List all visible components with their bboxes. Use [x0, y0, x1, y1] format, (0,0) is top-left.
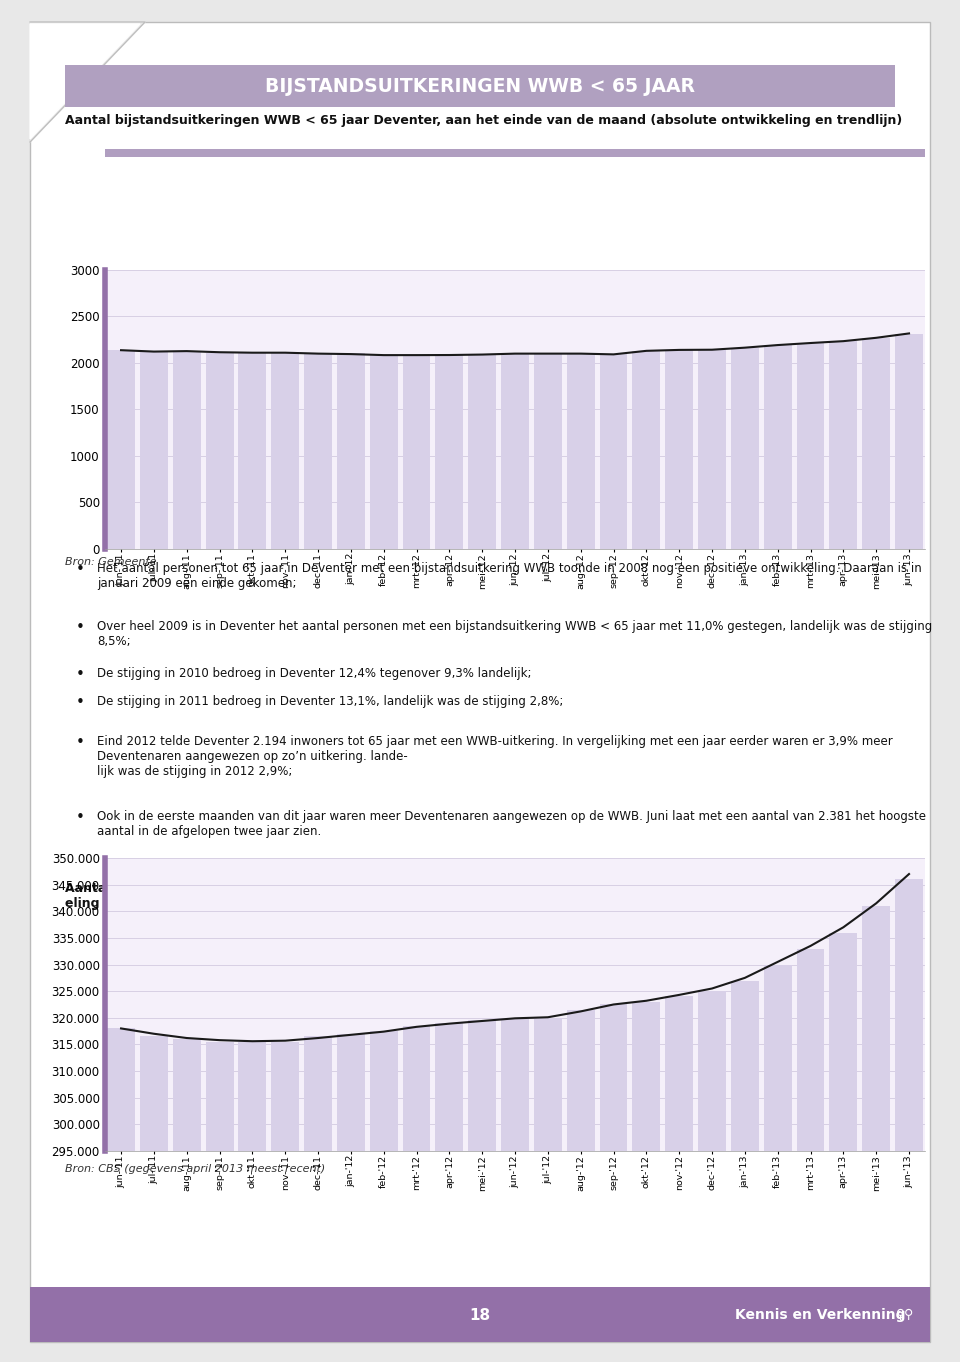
Bar — [173, 1039, 201, 1362]
Text: •: • — [76, 620, 84, 635]
Text: Het aantal personen tot 65 jaar in Deventer met een bijstandsuitkering WWB toond: Het aantal personen tot 65 jaar in Deven… — [97, 563, 923, 590]
Bar — [829, 342, 857, 549]
Bar — [600, 354, 628, 549]
Text: Aantal bijstandsuitkeringen WWB < 65 jaar Nederland, aan het einde van de maand : Aantal bijstandsuitkeringen WWB < 65 jaa… — [65, 883, 792, 910]
Bar — [501, 354, 529, 549]
Bar — [731, 981, 758, 1362]
Bar — [238, 353, 266, 549]
Bar — [304, 354, 332, 549]
Bar — [108, 350, 135, 549]
FancyBboxPatch shape — [30, 1287, 930, 1342]
Text: De stijging in 2011 bedroeg in Deventer 13,1%, landelijk was de stijging 2,8%;: De stijging in 2011 bedroeg in Deventer … — [97, 695, 564, 708]
Bar — [173, 350, 201, 549]
FancyBboxPatch shape — [65, 65, 895, 108]
Bar — [633, 350, 660, 549]
Bar — [436, 1023, 464, 1362]
Bar — [205, 353, 233, 549]
Text: •: • — [76, 563, 84, 577]
Bar — [895, 880, 923, 1362]
Text: Bron: Gemeente: Bron: Gemeente — [65, 557, 156, 567]
Polygon shape — [30, 22, 145, 142]
Text: De stijging in 2010 bedroeg in Deventer 12,4% tegenover 9,3% landelijk;: De stijging in 2010 bedroeg in Deventer … — [97, 667, 532, 681]
Bar — [370, 355, 397, 549]
Bar — [731, 347, 758, 549]
Bar — [534, 1017, 562, 1362]
Bar — [665, 997, 693, 1362]
Text: Bron: CBS (gegevens april 2013 meest recent): Bron: CBS (gegevens april 2013 meest rec… — [65, 1165, 325, 1174]
Bar — [108, 1028, 135, 1362]
Bar — [140, 351, 168, 549]
Bar — [140, 1036, 168, 1362]
FancyBboxPatch shape — [105, 906, 925, 914]
FancyBboxPatch shape — [30, 22, 930, 1342]
Bar — [402, 1026, 430, 1362]
Bar — [468, 354, 496, 549]
Bar — [370, 1031, 397, 1362]
Text: 18: 18 — [469, 1308, 491, 1323]
Bar — [764, 345, 792, 549]
Text: Eind 2012 telde Deventer 2.194 inwoners tot 65 jaar met een WWB-uitkering. In ve: Eind 2012 telde Deventer 2.194 inwoners … — [97, 735, 893, 779]
Bar — [566, 1009, 594, 1362]
Bar — [829, 933, 857, 1362]
Bar — [337, 1034, 365, 1362]
Bar — [534, 354, 562, 549]
Text: Ook in de eerste maanden van dit jaar waren meer Deventenaren aangewezen op de W: Ook in de eerste maanden van dit jaar wa… — [97, 810, 926, 839]
Bar — [764, 964, 792, 1362]
Bar — [566, 354, 594, 549]
Bar — [797, 343, 825, 549]
Text: •: • — [76, 735, 84, 750]
Text: ⚲⚲: ⚲⚲ — [896, 1309, 914, 1321]
Bar — [402, 355, 430, 549]
Bar — [238, 1042, 266, 1362]
Bar — [797, 948, 825, 1362]
Bar — [337, 354, 365, 549]
Bar — [272, 353, 300, 549]
Bar — [272, 1042, 300, 1362]
Polygon shape — [30, 22, 145, 142]
Bar — [501, 1017, 529, 1362]
Text: BIJSTANDSUITKERINGEN WWB < 65 JAAR: BIJSTANDSUITKERINGEN WWB < 65 JAAR — [265, 76, 695, 95]
Bar — [895, 334, 923, 549]
FancyBboxPatch shape — [105, 148, 925, 157]
Bar — [862, 906, 890, 1362]
Bar — [436, 355, 464, 549]
Polygon shape — [30, 25, 140, 139]
Bar — [665, 350, 693, 549]
Bar — [304, 1036, 332, 1362]
Bar — [468, 1020, 496, 1362]
Text: •: • — [76, 695, 84, 710]
Bar — [698, 992, 726, 1362]
Bar — [205, 1042, 233, 1362]
Bar — [633, 1002, 660, 1362]
Text: Over heel 2009 is in Deventer het aantal personen met een bijstandsuitkering WWB: Over heel 2009 is in Deventer het aantal… — [97, 620, 932, 648]
Text: •: • — [76, 810, 84, 825]
Text: Aantal bijstandsuitkeringen WWB < 65 jaar Deventer, aan het einde van de maand (: Aantal bijstandsuitkeringen WWB < 65 jaa… — [65, 114, 902, 127]
Bar — [698, 350, 726, 549]
Text: Kennis en Verkenning: Kennis en Verkenning — [734, 1308, 905, 1323]
Bar — [862, 338, 890, 549]
Text: •: • — [76, 667, 84, 682]
Bar — [600, 1004, 628, 1362]
